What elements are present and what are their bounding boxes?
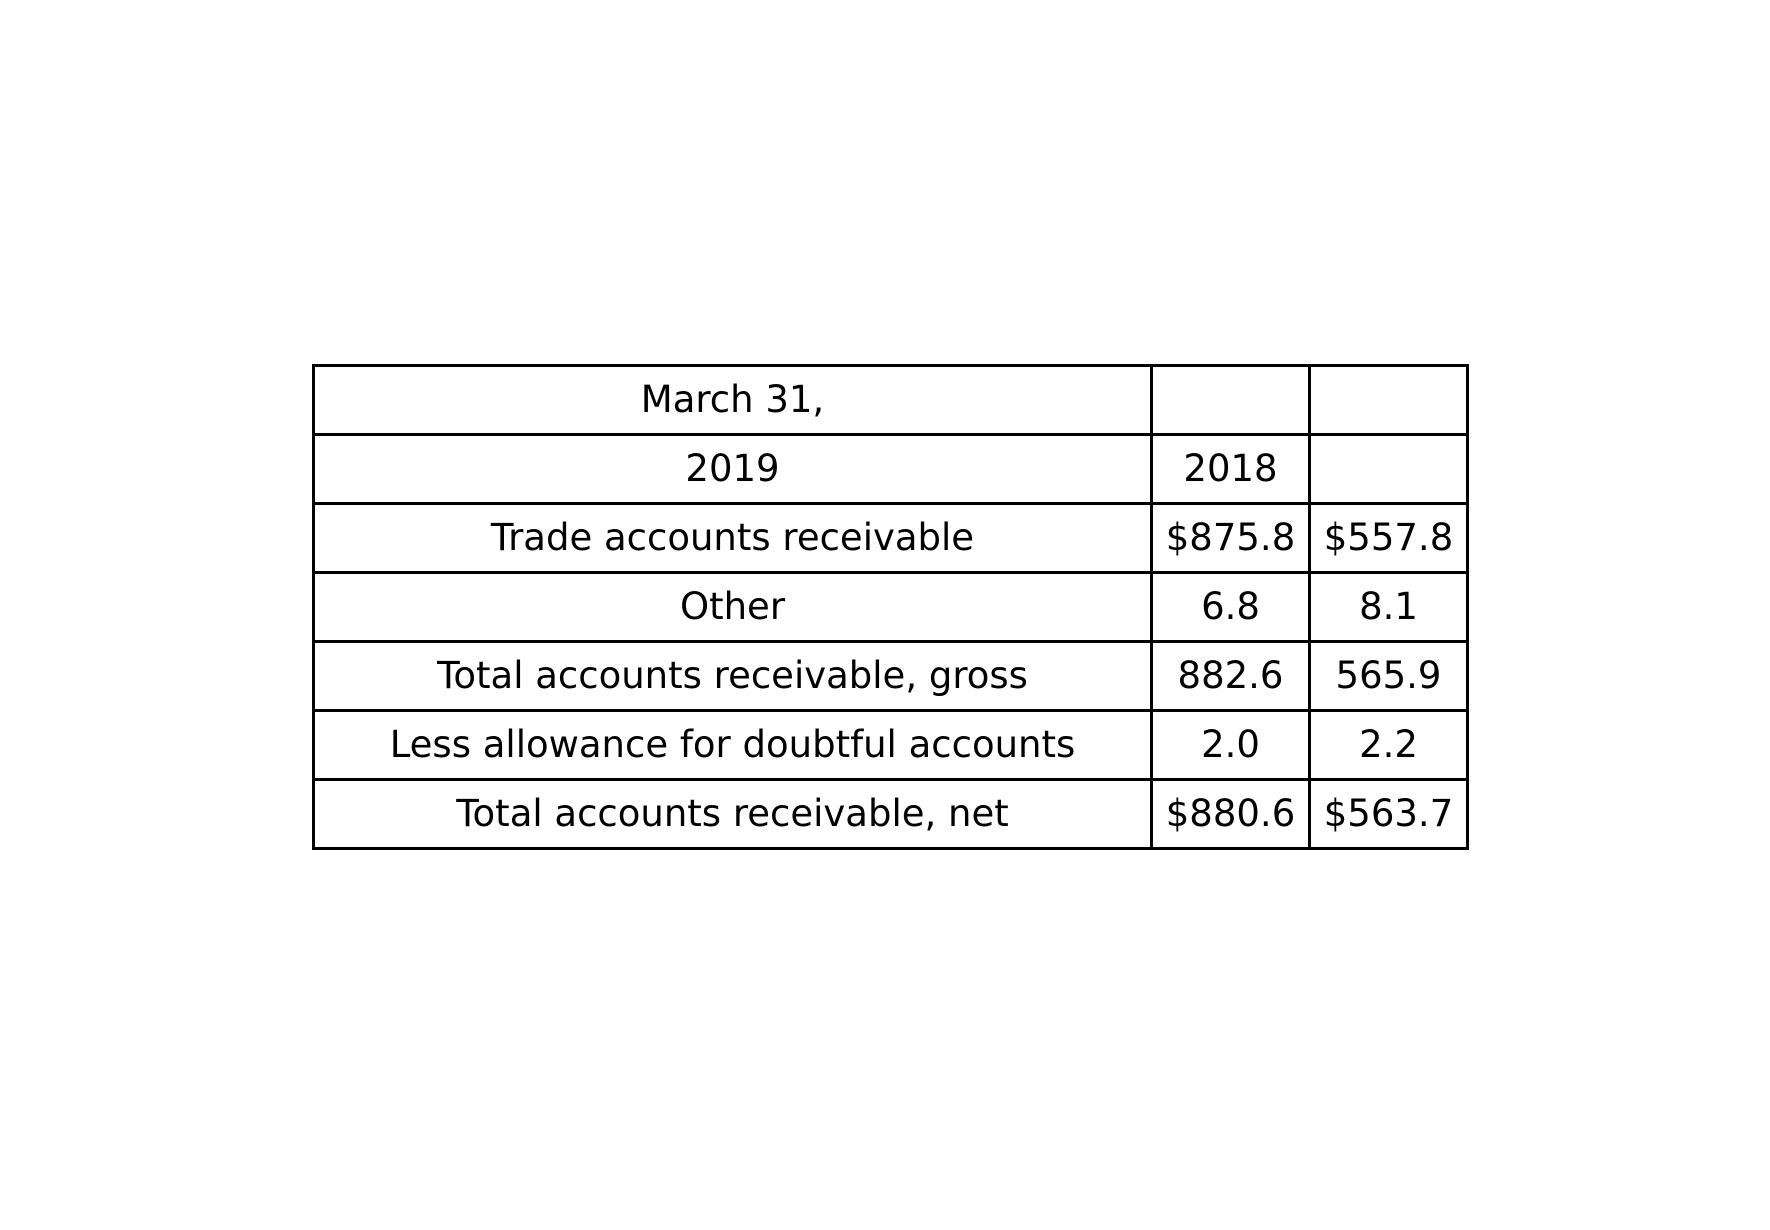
table-cell: 882.6 [1150, 640, 1311, 712]
accounts-receivable-table-container: March 31, 2019 2018 Trade accounts recei… [312, 364, 1469, 850]
table-row: Trade accounts receivable $875.8 $557.8 [312, 502, 1469, 574]
table-cell: Total accounts receivable, gross [312, 640, 1153, 712]
table-row: Total accounts receivable, gross 882.6 5… [312, 640, 1469, 712]
table-cell: 2018 [1150, 433, 1311, 505]
table-cell: 2.2 [1308, 709, 1469, 781]
table-cell: $875.8 [1150, 502, 1311, 574]
table-cell [1150, 364, 1311, 436]
table-cell: 2019 [312, 433, 1153, 505]
table-cell: Total accounts receivable, net [312, 778, 1153, 850]
table-row: Total accounts receivable, net $880.6 $5… [312, 778, 1469, 850]
table-cell: $563.7 [1308, 778, 1469, 850]
table-cell: 565.9 [1308, 640, 1469, 712]
table-row: Other 6.8 8.1 [312, 571, 1469, 643]
table-cell [1308, 433, 1469, 505]
table-cell: 8.1 [1308, 571, 1469, 643]
table-row: Less allowance for doubtful accounts 2.0… [312, 709, 1469, 781]
table-cell: Less allowance for doubtful accounts [312, 709, 1153, 781]
table-cell: March 31, [312, 364, 1153, 436]
accounts-receivable-table: March 31, 2019 2018 Trade accounts recei… [312, 364, 1469, 850]
table-body: March 31, 2019 2018 Trade accounts recei… [312, 364, 1469, 850]
table-cell: Other [312, 571, 1153, 643]
table-cell: $557.8 [1308, 502, 1469, 574]
table-cell: 6.8 [1150, 571, 1311, 643]
table-cell: 2.0 [1150, 709, 1311, 781]
table-cell [1308, 364, 1469, 436]
table-row: 2019 2018 [312, 433, 1469, 505]
table-row: March 31, [312, 364, 1469, 436]
table-cell: $880.6 [1150, 778, 1311, 850]
table-cell: Trade accounts receivable [312, 502, 1153, 574]
